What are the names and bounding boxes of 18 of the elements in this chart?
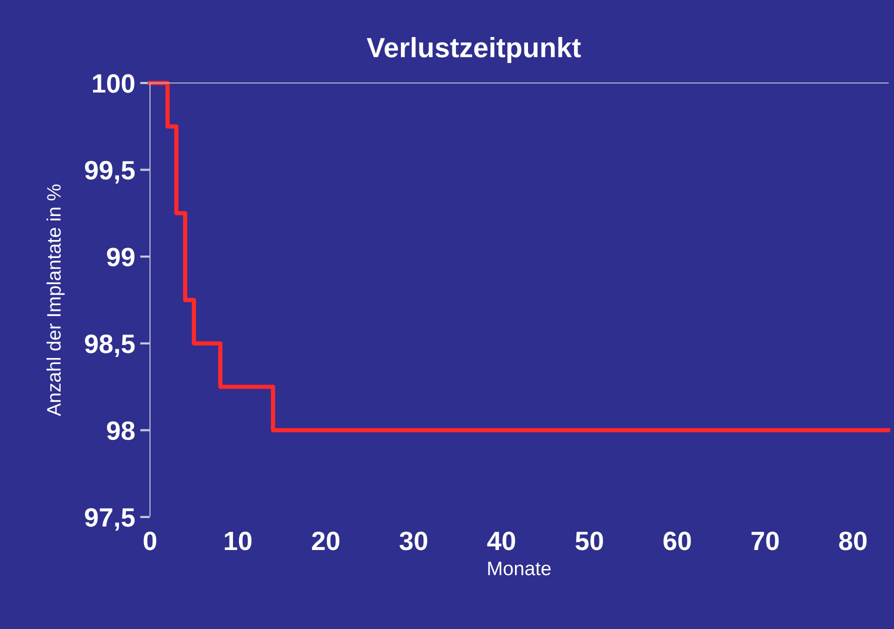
y-tick-label: 99	[106, 248, 134, 266]
y-tick-label: 100	[93, 74, 134, 93]
y-axis-title: Anzahl der Implantate in %	[46, 184, 65, 416]
x-tick-label: 70	[752, 532, 779, 550]
x-tick-label: 50	[576, 532, 603, 550]
y-tick-label: 97,5	[84, 508, 135, 531]
y-tick-label: 98,5	[84, 334, 135, 358]
y-tick-label: 99,5	[84, 160, 135, 184]
x-tick-label: 80	[839, 532, 867, 550]
x-tick-label: 60	[664, 532, 691, 550]
chart-title: Verlustzeitpunkt	[366, 37, 581, 63]
x-tick-label: 10	[224, 532, 252, 550]
x-tick-label: 20	[312, 532, 340, 550]
y-tick-label: 98	[106, 421, 135, 440]
x-tick-label: 40	[487, 532, 516, 550]
x-axis-title: Monate	[488, 562, 551, 576]
x-tick-label: 0	[144, 532, 156, 550]
x-tick-label: 30	[400, 532, 428, 550]
